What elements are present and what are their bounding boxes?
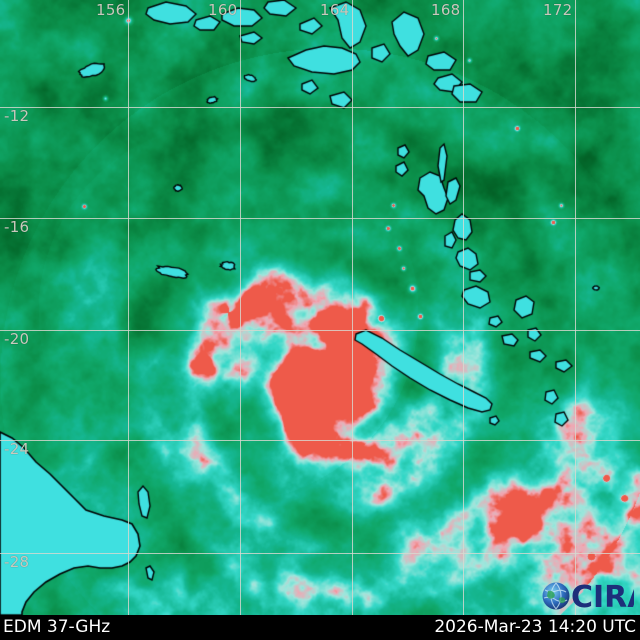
satellite-image-canvas: [0, 0, 640, 615]
timestamp-label: 2026-Mar-23 14:20 UTC: [434, 617, 636, 637]
cira-logo: CIRA: [542, 580, 634, 612]
globe-icon: [542, 582, 570, 610]
cira-logo-text: CIRA: [571, 580, 634, 612]
status-bar: EDM 37-GHz 2026-Mar-23 14:20 UTC: [0, 615, 640, 640]
sensor-label: EDM 37-GHz: [3, 617, 111, 637]
